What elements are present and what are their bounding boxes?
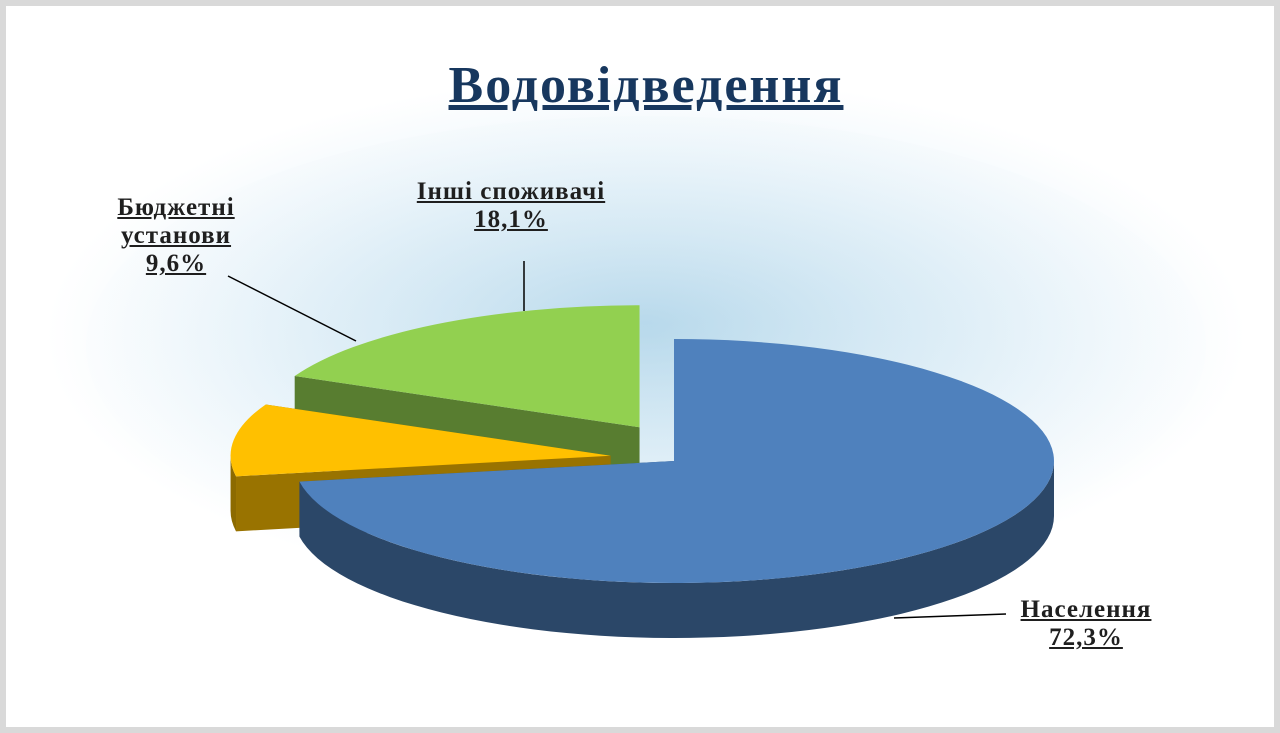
category-label: Населення bbox=[966, 596, 1206, 624]
category-label: Інші споживачі bbox=[401, 178, 621, 206]
value-label: 18,1% bbox=[401, 206, 621, 234]
value-label: 72,3% bbox=[966, 624, 1206, 652]
chart-title: Водовідведення bbox=[6, 56, 1280, 115]
chart: Водовідведення Населення72,3% Бюджетні ус… bbox=[0, 0, 1280, 733]
value-label: 9,6% bbox=[66, 250, 286, 278]
category-label: Бюджетні установи bbox=[66, 194, 286, 250]
